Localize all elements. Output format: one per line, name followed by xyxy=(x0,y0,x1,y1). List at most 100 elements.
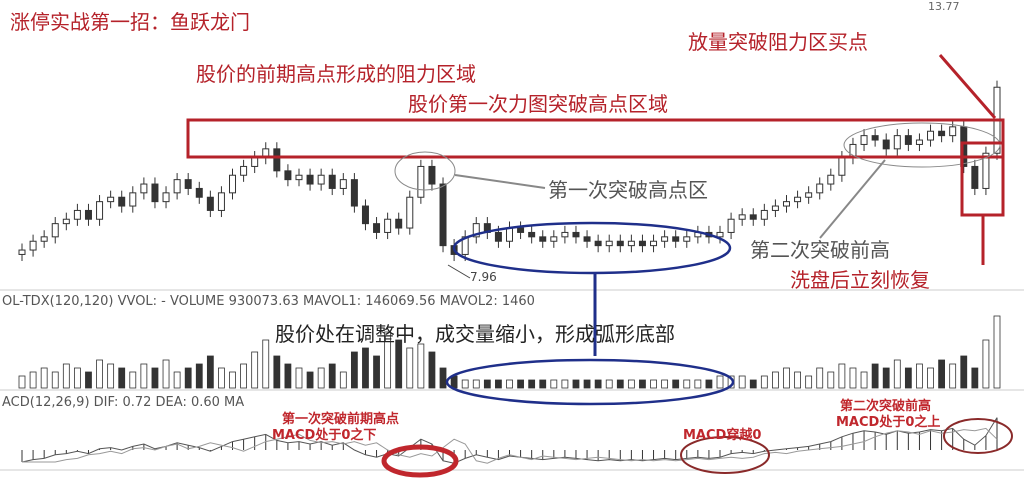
candle-body xyxy=(827,174,835,185)
macd-note-cross: MACD穿越0 xyxy=(683,428,762,443)
volume-bar xyxy=(51,371,59,389)
volume-bar xyxy=(85,371,92,389)
candle-body xyxy=(284,170,292,181)
first-break-pointer xyxy=(454,174,546,189)
volume-bar xyxy=(860,371,868,389)
candle-body xyxy=(306,174,314,185)
macd-note-first-1: 第一次突破前期高点 xyxy=(282,412,400,427)
volume-bar xyxy=(583,379,591,389)
volume-bar xyxy=(982,339,990,389)
candle-body xyxy=(638,240,646,247)
candle-body xyxy=(672,236,680,242)
volume-bar xyxy=(306,371,314,389)
volume-bar xyxy=(672,379,680,389)
volume-bar xyxy=(627,379,635,389)
candle-body xyxy=(240,165,248,176)
volume-bar xyxy=(328,363,336,389)
candle-body xyxy=(395,218,403,229)
volume-bar xyxy=(805,375,813,389)
volume-bar xyxy=(450,375,458,389)
candle-body xyxy=(350,179,358,207)
candle-body xyxy=(871,135,879,141)
candle-body xyxy=(384,218,392,233)
candle-body xyxy=(184,179,192,189)
volume-bar xyxy=(96,359,103,389)
candle-body xyxy=(107,196,115,203)
candle-body xyxy=(782,201,790,207)
buy-point-arrow xyxy=(938,54,997,119)
volume-bar xyxy=(406,347,414,389)
volume-bar xyxy=(738,375,746,389)
candle-body xyxy=(84,209,92,220)
volume-bar xyxy=(993,315,1001,389)
macd-header: ACD(12,26,9) DIF: 0.72 DEA: 0.60 MA xyxy=(2,395,245,410)
candle-body xyxy=(439,183,447,247)
candle-body xyxy=(650,240,658,247)
candle-body xyxy=(140,183,148,194)
candle-body xyxy=(816,183,824,194)
candle-body xyxy=(517,227,525,233)
volume-bar xyxy=(716,375,724,389)
volume-bar xyxy=(904,367,912,389)
first-attempt-annotation: 股价第一次力图突破高点区域 xyxy=(408,92,668,116)
candle-body xyxy=(472,223,480,238)
volume-bar xyxy=(760,375,768,389)
volume-bar xyxy=(827,371,835,389)
second-break-annotation: 第二次突破前高 xyxy=(750,238,890,262)
macd-note-second-2: MACD处于0之上 xyxy=(836,415,941,430)
high-price-label: 13.77 xyxy=(928,0,960,13)
volume-bar xyxy=(461,379,469,389)
candle-body xyxy=(339,179,347,189)
volume-bar xyxy=(838,363,846,389)
volume-bar xyxy=(395,339,403,389)
candle-body xyxy=(661,236,669,242)
candle-body xyxy=(738,214,746,220)
volume-bar xyxy=(218,367,225,389)
volume-bar xyxy=(384,331,392,389)
volume-bar xyxy=(162,359,170,389)
volume-header: OL-TDX(120,120) VVOL: - VOLUME 930073.63… xyxy=(2,294,535,309)
candle-body xyxy=(915,139,923,145)
candle-body xyxy=(151,183,159,203)
candle-body xyxy=(971,165,979,189)
volume-bar xyxy=(561,379,569,389)
candle-body xyxy=(528,231,536,238)
volume-bar xyxy=(206,355,214,389)
recover-annotation: 洗盘后立刻恢复 xyxy=(790,268,930,292)
volume-bar xyxy=(960,355,968,389)
resistance-annotation: 股价的前期高点形成的阻力区域 xyxy=(196,62,476,86)
volume-bar xyxy=(594,379,602,389)
volume-bar xyxy=(107,363,115,389)
volume-bar xyxy=(151,367,159,389)
candle-body xyxy=(882,139,890,150)
candle-body xyxy=(550,236,558,242)
volume-bar xyxy=(295,367,303,389)
candle-body xyxy=(173,179,181,194)
candle-body xyxy=(749,214,757,220)
volume-bar xyxy=(495,379,502,389)
macd-cross-circle xyxy=(680,436,770,474)
resistance-zone-box xyxy=(186,118,1005,159)
volume-bar xyxy=(683,379,691,389)
volume-bar xyxy=(362,347,369,389)
volume-bar xyxy=(605,379,613,389)
volume-bar xyxy=(262,339,270,389)
candle-body xyxy=(206,196,214,211)
candle-body xyxy=(328,174,336,189)
candle-body xyxy=(118,196,126,207)
volume-bar xyxy=(916,363,923,389)
candle-body xyxy=(949,126,957,137)
volume-bar xyxy=(550,379,558,389)
volume-bar xyxy=(195,363,203,389)
candle-body xyxy=(927,130,935,141)
volume-bar xyxy=(18,375,26,389)
candle-body xyxy=(938,130,946,137)
volume-bar xyxy=(539,379,547,389)
volume-bar xyxy=(317,367,325,389)
volume-bar xyxy=(572,379,580,389)
chart-title: 涨停实战第一招：鱼跃龙门 xyxy=(10,10,250,34)
volume-bar xyxy=(616,379,624,389)
volume-bar xyxy=(661,379,669,389)
volume-bar xyxy=(749,379,757,389)
